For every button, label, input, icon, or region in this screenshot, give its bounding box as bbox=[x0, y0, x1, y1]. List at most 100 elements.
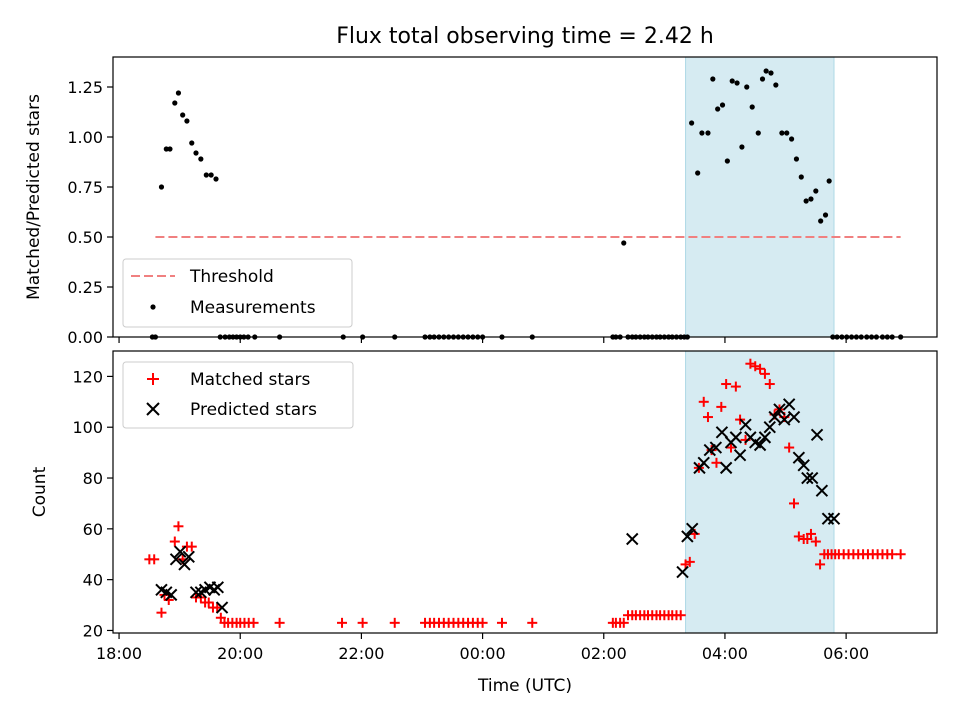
bottom-y-ticks: 20 40 60 80 100 120 bbox=[72, 367, 113, 640]
measurement-point bbox=[705, 130, 711, 136]
measurement-point bbox=[768, 70, 774, 76]
top-measurements bbox=[149, 68, 904, 340]
matched-star-point bbox=[149, 554, 160, 565]
matched-star-point bbox=[726, 442, 736, 453]
bottom-y-tick-label: 80 bbox=[83, 469, 103, 488]
matched-star-point bbox=[203, 597, 214, 608]
legend-measurements-label: Measurements bbox=[190, 298, 316, 318]
x-tick-label: 22:00 bbox=[338, 644, 384, 663]
measurement-point bbox=[773, 82, 779, 88]
x-axis-label: Time (UTC) bbox=[477, 676, 572, 696]
predicted-star-point bbox=[797, 459, 810, 472]
matched-star-point bbox=[721, 379, 732, 390]
matched-star-point bbox=[887, 549, 898, 560]
matched-star-point bbox=[477, 617, 488, 628]
predicted-star-point bbox=[792, 451, 806, 464]
measurement-point bbox=[788, 136, 795, 142]
predicted-star-point bbox=[215, 601, 229, 614]
predicted-star-point bbox=[686, 522, 699, 536]
measurement-point bbox=[213, 176, 219, 182]
predicted-star-point bbox=[787, 410, 801, 424]
predicted-star-point bbox=[174, 545, 187, 558]
bottom-y-tick-label: 100 bbox=[72, 418, 103, 437]
x-tick-label: 00:00 bbox=[460, 644, 506, 663]
predicted-star-point bbox=[178, 558, 191, 571]
predicted-star-point bbox=[827, 512, 841, 525]
predicted-star-point bbox=[719, 461, 733, 475]
bottom-matched-stars bbox=[144, 358, 906, 628]
measurement-point bbox=[184, 118, 190, 124]
matched-star-point bbox=[755, 363, 766, 374]
predicted-star-point bbox=[758, 431, 772, 444]
bottom-legend: Matched stars Predicted stars bbox=[122, 361, 354, 429]
x-tick-label: 06:00 bbox=[823, 644, 869, 663]
measurement-point bbox=[172, 100, 178, 106]
predicted-star-point bbox=[773, 403, 786, 416]
top-y-tick-label: 0.50 bbox=[67, 228, 103, 247]
matched-star-point bbox=[212, 602, 223, 613]
legend-measurements-swatch bbox=[150, 304, 156, 310]
top-axes-frame bbox=[112, 56, 938, 338]
matched-star-point bbox=[675, 610, 686, 621]
matched-star-point bbox=[810, 536, 821, 547]
matched-star-point bbox=[702, 412, 713, 423]
measurement-point bbox=[180, 112, 186, 118]
bottom-y-tick-label: 20 bbox=[83, 621, 103, 640]
x-tick-label: 18:00 bbox=[96, 644, 142, 663]
measurement-point bbox=[695, 170, 701, 176]
measurement-point bbox=[803, 198, 809, 204]
matched-star-point bbox=[173, 521, 184, 532]
matched-star-point bbox=[337, 617, 348, 628]
measurement-point bbox=[699, 130, 705, 136]
predicted-star-point bbox=[763, 421, 776, 434]
bottom-panel: 20 40 60 80 100 120 18:00 20:00 22:00 00:00 02:00… bbox=[30, 350, 938, 696]
measurement-point bbox=[189, 140, 195, 146]
matched-star-point bbox=[815, 559, 826, 570]
measurement-point bbox=[784, 130, 790, 136]
measurement-point bbox=[729, 78, 735, 84]
measurement-point bbox=[813, 188, 819, 194]
measurement-point bbox=[808, 196, 814, 202]
predicted-star-point bbox=[815, 484, 829, 497]
predicted-star-point bbox=[810, 428, 824, 442]
predicted-star-point bbox=[778, 413, 791, 426]
bottom-legend-box bbox=[122, 361, 354, 429]
measurement-point bbox=[779, 130, 785, 136]
matched-star-point bbox=[684, 556, 695, 567]
legend-matched-swatch bbox=[147, 373, 159, 385]
predicted-star-point bbox=[753, 438, 767, 452]
predicted-star-point bbox=[709, 441, 723, 454]
matched-star-point bbox=[706, 445, 717, 456]
top-y-tick-label: 0.75 bbox=[67, 178, 103, 197]
measurement-point bbox=[798, 174, 804, 180]
top-y-tick-label: 0.00 bbox=[67, 328, 103, 347]
top-y-tick-label: 1.00 bbox=[67, 128, 103, 147]
matched-star-point bbox=[274, 617, 285, 628]
predicted-star-point bbox=[164, 588, 178, 602]
matched-star-point bbox=[186, 541, 197, 552]
measurement-point bbox=[715, 106, 721, 112]
predicted-star-point bbox=[768, 410, 781, 424]
legend-matched-label: Matched stars bbox=[190, 370, 310, 390]
matched-star-point bbox=[805, 528, 816, 539]
top-highlight-band bbox=[685, 56, 835, 338]
measurement-point bbox=[175, 90, 182, 96]
top-y-axis-label: Matched/Predicted stars bbox=[24, 94, 44, 300]
measurement-point bbox=[759, 76, 766, 82]
matched-star-point bbox=[389, 617, 400, 628]
legend-predicted-label: Predicted stars bbox=[190, 400, 317, 420]
x-tick-label: 20:00 bbox=[217, 644, 263, 663]
matched-star-point bbox=[711, 457, 722, 468]
measurement-point bbox=[818, 218, 824, 224]
bottom-axes-frame bbox=[112, 350, 938, 634]
measurement-point bbox=[198, 156, 204, 162]
predicted-star-point bbox=[681, 530, 694, 543]
matched-star-point bbox=[527, 617, 538, 628]
predicted-star-point bbox=[676, 565, 689, 579]
matched-star-point bbox=[789, 498, 800, 509]
top-y-ticks: 0.00 0.25 0.50 0.75 1.00 1.25 bbox=[67, 78, 113, 347]
matched-star-point bbox=[156, 607, 167, 618]
measurement-point bbox=[710, 76, 716, 82]
predicted-star-point bbox=[626, 532, 639, 546]
predicted-star-point bbox=[729, 431, 743, 444]
